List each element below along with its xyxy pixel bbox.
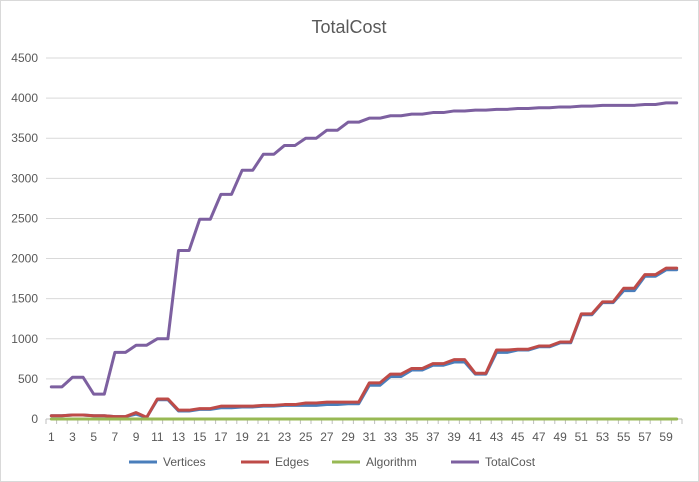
x-tick-label: 7 xyxy=(112,430,119,444)
legend-label: Edges xyxy=(275,455,309,469)
y-tick-label: 2500 xyxy=(11,211,38,225)
y-tick-label: 3000 xyxy=(11,171,38,185)
x-tick-label: 13 xyxy=(172,430,186,444)
x-tick-label: 11 xyxy=(151,430,164,444)
x-tick-label: 35 xyxy=(405,430,419,444)
chart-title: TotalCost xyxy=(311,17,386,37)
x-tick-label: 1 xyxy=(48,430,55,444)
x-tick-label: 41 xyxy=(469,430,483,444)
y-tick-label: 2000 xyxy=(11,252,38,266)
series-line-edges xyxy=(49,266,679,419)
x-tick-label: 5 xyxy=(90,430,97,444)
y-tick-label: 4500 xyxy=(11,51,38,65)
x-tick-label: 53 xyxy=(596,430,610,444)
x-tick-label: 9 xyxy=(133,430,140,444)
gridlines xyxy=(46,57,682,380)
x-tick-label: 37 xyxy=(426,430,440,444)
x-tick-label: 31 xyxy=(363,430,377,444)
y-tick-label: 4000 xyxy=(11,91,38,105)
x-tick-label: 57 xyxy=(638,430,652,444)
x-tick-label: 49 xyxy=(553,430,567,444)
x-tick-label: 3 xyxy=(69,430,76,444)
x-tick-label: 45 xyxy=(511,430,525,444)
x-tick-label: 15 xyxy=(193,430,207,444)
x-tick-label: 39 xyxy=(447,430,461,444)
x-tick-label: 33 xyxy=(384,430,398,444)
plot-series xyxy=(49,101,679,421)
y-tick-label: 1000 xyxy=(11,332,38,346)
series-line-totalcost xyxy=(49,101,679,396)
legend-label: TotalCost xyxy=(485,455,536,469)
x-tick-label: 51 xyxy=(575,430,589,444)
x-tick-label: 47 xyxy=(532,430,546,444)
legend: Vertices Edges Algorithm TotalCost xyxy=(129,455,536,469)
y-tick-label: 1500 xyxy=(11,292,38,306)
y-axis: 0 500 1000 1500 2000 2500 3000 3500 4000 4500 xyxy=(11,51,38,426)
x-axis: 1 3 5 7 9 11 13 15 17 19 21 23 25 27 29 31 33 35 37 39 41 43 4… xyxy=(45,418,683,444)
x-tick-label: 29 xyxy=(341,430,355,444)
y-tick-label: 0 xyxy=(31,412,38,426)
x-tick-label: 43 xyxy=(490,430,504,444)
x-tick-label: 59 xyxy=(659,430,673,444)
x-tick-label: 27 xyxy=(320,430,334,444)
x-tick-label: 55 xyxy=(617,430,631,444)
x-tick-label: 25 xyxy=(299,430,313,444)
x-tick-label: 23 xyxy=(278,430,292,444)
legend-label: Algorithm xyxy=(366,455,417,469)
x-tick-label: 21 xyxy=(257,430,271,444)
legend-label: Vertices xyxy=(163,455,206,469)
y-tick-label: 500 xyxy=(18,372,38,386)
y-tick-label: 3500 xyxy=(11,131,38,145)
x-tick-label: 19 xyxy=(235,430,249,444)
x-tick-label: 17 xyxy=(214,430,228,444)
